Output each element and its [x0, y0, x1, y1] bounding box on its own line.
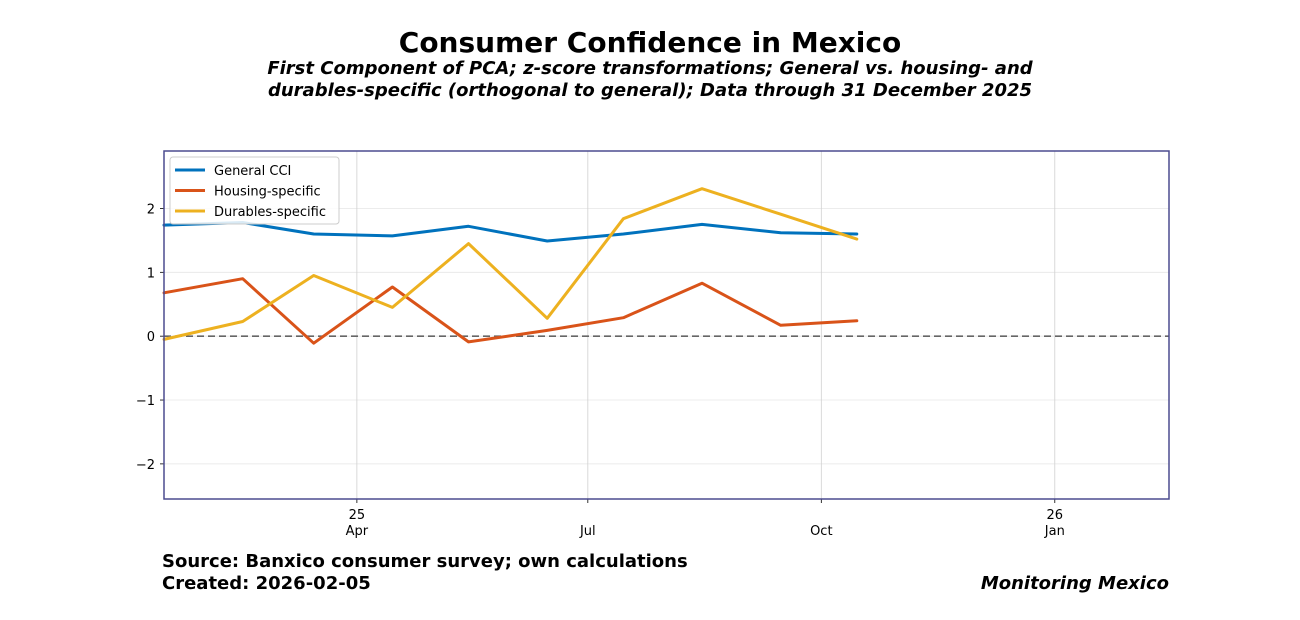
- chart-title: Consumer Confidence in Mexico: [398, 26, 902, 59]
- chart-subtitle-line-1: First Component of PCA; z-score transfor…: [267, 58, 1033, 79]
- brand-label: Monitoring Mexico: [980, 573, 1169, 594]
- legend-label-housing: Housing-specific: [214, 185, 321, 200]
- y-tick-label: 2: [147, 202, 155, 217]
- x-tick-label-month: Oct: [810, 524, 832, 539]
- y-tick-label: 1: [147, 266, 155, 281]
- series-line-general: [162, 221, 859, 243]
- chart-subtitle-line-2: durables-specific (orthogonal to general…: [267, 80, 1033, 101]
- x-tick-label-month: Jul: [579, 524, 596, 539]
- series-line-durables: [162, 187, 859, 341]
- x-tick-label-month: Jan: [1044, 524, 1065, 539]
- x-tick-label-year: 25: [349, 508, 366, 523]
- source-note: Source: Banxico consumer survey; own cal…: [162, 551, 688, 595]
- legend-label-durables: Durables-specific: [214, 205, 326, 220]
- x-tick-label-year: 26: [1047, 508, 1064, 523]
- plot-frame: [163, 150, 1170, 500]
- legend-label-general: General CCI: [214, 164, 291, 179]
- chart-subtitle: First Component of PCA; z-score transfor…: [0, 58, 1300, 102]
- y-tick-label: 0: [147, 330, 155, 345]
- y-tick-label: −2: [136, 458, 155, 473]
- source-text: Source: Banxico consumer survey; own cal…: [162, 551, 688, 572]
- legend-box: [169, 156, 340, 225]
- x-tick-label-month: Apr: [346, 524, 369, 539]
- created-date: Created: 2026-02-05: [162, 573, 371, 594]
- y-tick-label: −1: [136, 394, 155, 409]
- series-line-housing: [162, 277, 859, 345]
